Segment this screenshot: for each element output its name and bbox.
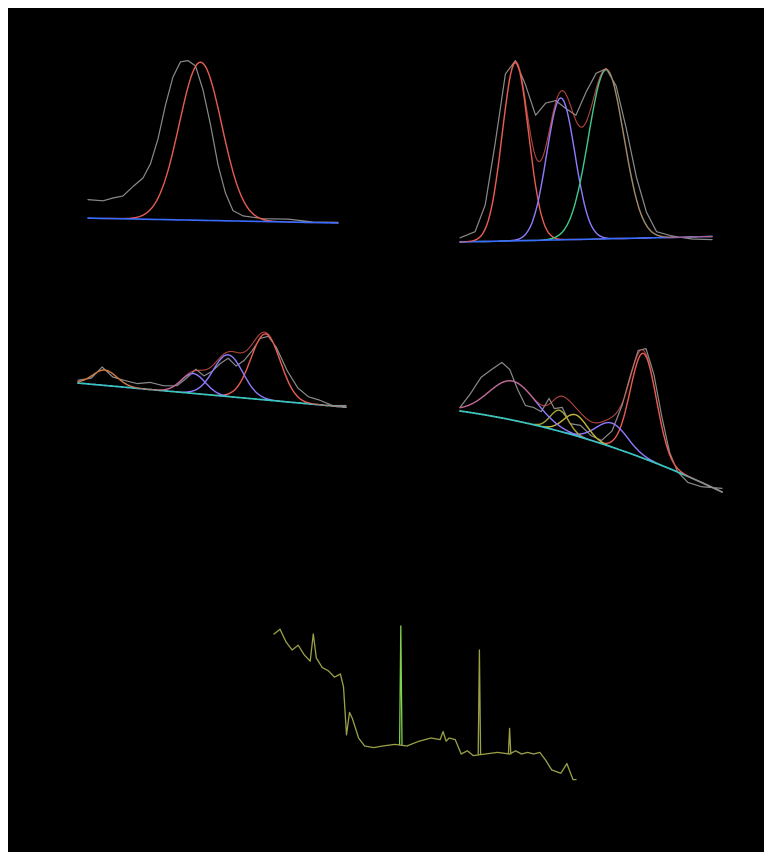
panel-e-spike-1 [398, 625, 403, 746]
panel-a-data-trace [87, 60, 339, 223]
panel-c-chart [77, 331, 347, 408]
figure-canvas [8, 8, 764, 852]
panel-b-data-trace [459, 60, 713, 241]
panel-e-spike-2 [477, 649, 482, 755]
panel-e-survey-trace [273, 628, 577, 781]
panel-d-data-trace [459, 348, 723, 489]
panel-c-envelope [77, 331, 347, 408]
panel-c-baseline [77, 382, 347, 408]
panel-b-envelope [459, 61, 713, 243]
panel-d-envelope [459, 349, 723, 493]
panel-e-spike-3 [507, 727, 512, 755]
panel-c-data-trace [77, 335, 347, 407]
panel-a-chart [87, 60, 339, 224]
panel-a-baseline [87, 217, 339, 224]
panel-b-chart [459, 60, 713, 243]
panel-d-chart [459, 348, 723, 493]
panel-d-baseline [459, 410, 723, 493]
panel-e-chart [273, 625, 577, 781]
